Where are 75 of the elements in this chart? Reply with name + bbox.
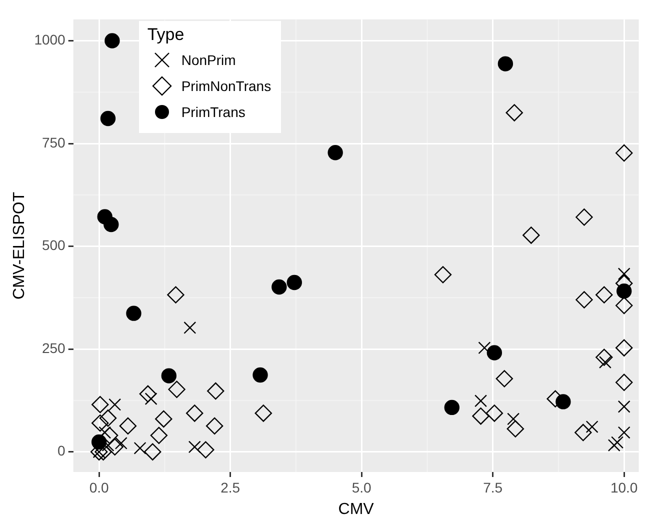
legend-label: NonPrim	[181, 52, 236, 68]
point	[161, 368, 176, 384]
point	[586, 420, 598, 434]
point	[474, 394, 488, 408]
point	[328, 144, 343, 160]
point	[106, 438, 124, 456]
point	[616, 296, 633, 314]
point	[576, 208, 593, 226]
point	[498, 56, 514, 72]
y-tick-label: 0	[58, 442, 66, 459]
point	[104, 33, 120, 48]
point	[119, 417, 137, 435]
point	[618, 400, 630, 413]
point	[104, 216, 119, 232]
point	[126, 306, 142, 321]
point	[618, 426, 630, 439]
point	[99, 410, 117, 427]
point	[207, 382, 224, 400]
x-tick-label: 0.0	[89, 479, 110, 496]
y-tick-label: 500	[42, 237, 66, 254]
point	[444, 400, 460, 416]
y-tick-label: 250	[42, 340, 66, 356]
point	[188, 440, 201, 454]
point	[134, 442, 146, 454]
y-tick-label: 750	[42, 134, 66, 150]
y-tick-label: 1000	[34, 32, 66, 48]
point	[168, 380, 186, 398]
point	[197, 441, 214, 458]
point	[286, 274, 302, 290]
point	[478, 342, 491, 354]
point	[108, 398, 122, 411]
legend-title: Type	[147, 25, 186, 46]
point	[100, 110, 116, 126]
x-tick-label: 7.5	[483, 479, 503, 496]
point	[608, 439, 620, 452]
point	[556, 394, 571, 410]
point	[472, 407, 490, 425]
point	[144, 443, 162, 460]
y-axis-title: CMV-ELISPOT	[11, 192, 28, 300]
point	[486, 404, 504, 422]
point	[596, 348, 613, 366]
point	[522, 226, 540, 244]
x-tick-label: 10.0	[610, 479, 638, 496]
point	[206, 417, 224, 435]
point	[611, 436, 624, 449]
point	[92, 414, 109, 432]
point	[596, 286, 613, 304]
point	[506, 104, 523, 122]
point	[616, 339, 633, 356]
point	[434, 266, 452, 284]
point	[155, 410, 172, 428]
point	[574, 424, 592, 442]
point	[167, 286, 184, 304]
point	[184, 321, 196, 334]
legend-label: PrimNonTrans	[181, 78, 272, 94]
point	[186, 404, 204, 422]
point	[150, 426, 168, 444]
point	[486, 345, 502, 360]
point	[507, 412, 520, 426]
point	[616, 374, 633, 391]
point	[272, 279, 287, 295]
point	[100, 426, 118, 444]
point	[254, 404, 272, 422]
point	[618, 268, 630, 280]
point	[496, 370, 513, 388]
point	[92, 396, 109, 414]
x-tick-label: 2.5	[220, 479, 240, 496]
point	[506, 420, 524, 438]
point	[576, 291, 593, 308]
x-tick-label: 5.0	[352, 479, 372, 496]
legend-label: PrimTrans	[181, 104, 246, 120]
point	[616, 144, 633, 162]
x-axis-title: CMV	[338, 500, 374, 518]
point	[252, 367, 268, 383]
point	[139, 385, 156, 402]
